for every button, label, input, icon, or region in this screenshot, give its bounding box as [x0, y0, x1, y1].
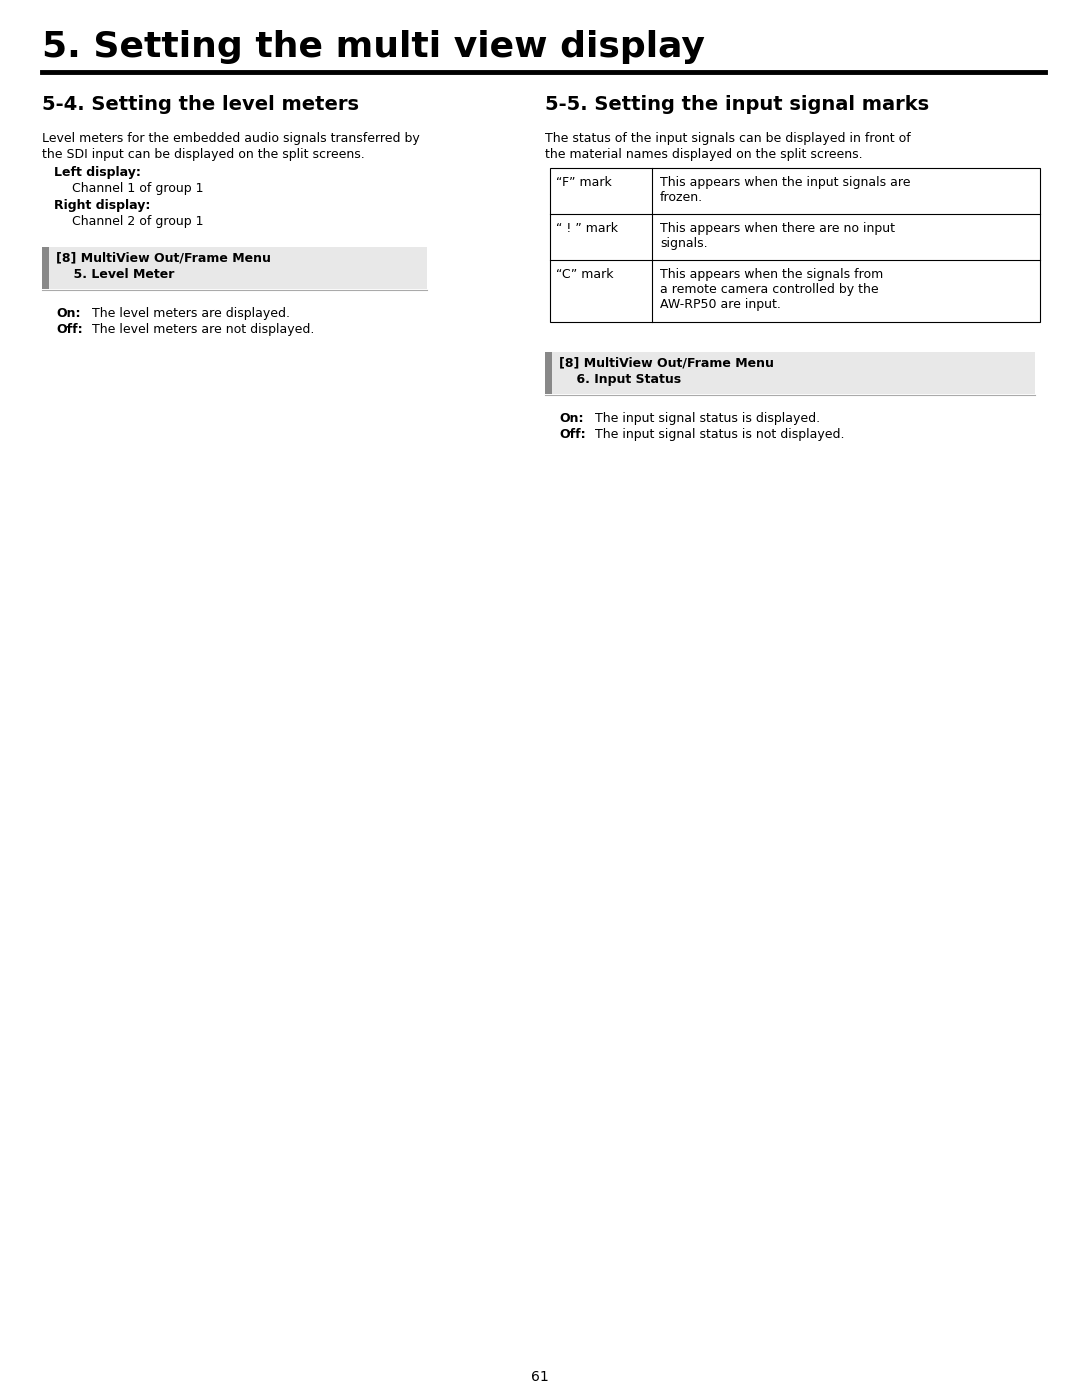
Text: [8] MultiView Out/Frame Menu: [8] MultiView Out/Frame Menu	[559, 356, 774, 369]
Text: signals.: signals.	[660, 237, 707, 250]
Text: Right display:: Right display:	[54, 198, 150, 212]
Text: “F” mark: “F” mark	[556, 176, 611, 189]
Text: Level meters for the embedded audio signals transferred by: Level meters for the embedded audio sign…	[42, 131, 420, 145]
Text: Left display:: Left display:	[54, 166, 140, 179]
Text: frozen.: frozen.	[660, 191, 703, 204]
Text: The level meters are displayed.: The level meters are displayed.	[84, 307, 291, 320]
Text: 6. Input Status: 6. Input Status	[559, 373, 681, 386]
Text: Channel 2 of group 1: Channel 2 of group 1	[72, 215, 203, 228]
Text: AW-RP50 are input.: AW-RP50 are input.	[660, 298, 781, 312]
Text: 61: 61	[531, 1370, 549, 1384]
Text: [8] MultiView Out/Frame Menu: [8] MultiView Out/Frame Menu	[56, 251, 271, 264]
Bar	[42, 247, 49, 289]
Text: 5. Level Meter: 5. Level Meter	[56, 268, 174, 281]
Bar	[545, 352, 1035, 394]
Bar	[42, 247, 427, 289]
Text: Off:: Off:	[56, 323, 83, 337]
Text: The status of the input signals can be displayed in front of: The status of the input signals can be d…	[545, 131, 910, 145]
Text: Off:: Off:	[559, 427, 585, 441]
Bar	[550, 168, 1040, 321]
Text: 5-4. Setting the level meters: 5-4. Setting the level meters	[42, 95, 359, 115]
Text: the material names displayed on the split screens.: the material names displayed on the spli…	[545, 148, 863, 161]
Text: Channel 1 of group 1: Channel 1 of group 1	[72, 182, 203, 196]
Text: the SDI input can be displayed on the split screens.: the SDI input can be displayed on the sp…	[42, 148, 365, 161]
Text: The level meters are not displayed.: The level meters are not displayed.	[84, 323, 314, 337]
Text: This appears when the signals from: This appears when the signals from	[660, 268, 883, 281]
Text: 5-5. Setting the input signal marks: 5-5. Setting the input signal marks	[545, 95, 929, 115]
Text: The input signal status is not displayed.: The input signal status is not displayed…	[588, 427, 845, 441]
Bar	[545, 352, 552, 394]
Text: 5. Setting the multi view display: 5. Setting the multi view display	[42, 29, 705, 64]
Text: On:: On:	[559, 412, 583, 425]
Text: This appears when the input signals are: This appears when the input signals are	[660, 176, 910, 189]
Text: “C” mark: “C” mark	[556, 268, 613, 281]
Text: a remote camera controlled by the: a remote camera controlled by the	[660, 284, 879, 296]
Text: This appears when there are no input: This appears when there are no input	[660, 222, 895, 235]
Text: The input signal status is displayed.: The input signal status is displayed.	[588, 412, 820, 425]
Text: On:: On:	[56, 307, 81, 320]
Text: “ ! ” mark: “ ! ” mark	[556, 222, 618, 235]
